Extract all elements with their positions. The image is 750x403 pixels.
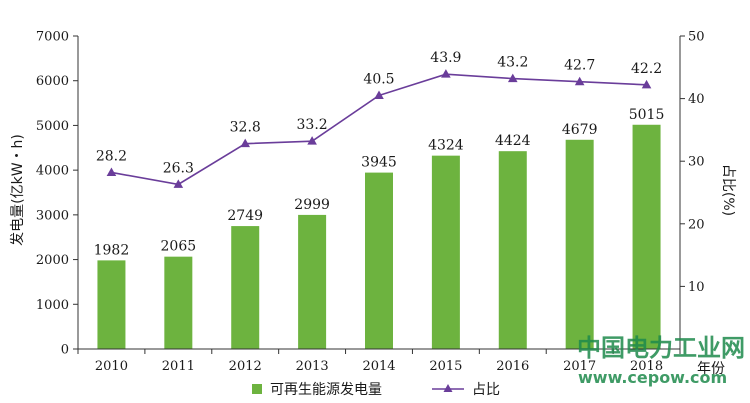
bar-series — [97, 124, 661, 349]
left-tick-label: 7000 — [36, 30, 69, 45]
bar — [231, 226, 260, 349]
line-point-marker — [641, 79, 652, 89]
watermark-url: www.cepow.com — [578, 368, 727, 387]
bar — [565, 139, 594, 349]
line-value-label: 42.7 — [564, 58, 595, 74]
line-series — [106, 69, 652, 188]
line-value-label: 26.3 — [163, 160, 194, 176]
line-value-label: 43.9 — [430, 50, 461, 66]
right-tick-label: 20 — [688, 217, 705, 232]
bar — [632, 124, 661, 349]
bar — [298, 214, 327, 349]
right-tick-label: 30 — [688, 155, 705, 170]
x-tick-label: 2017 — [563, 359, 596, 374]
line-point-marker — [173, 179, 184, 188]
line-point-marker — [441, 69, 451, 78]
line-point-marker — [307, 136, 317, 145]
bar-value-label: 4679 — [562, 122, 598, 138]
x-tick-label: 2018 — [630, 359, 663, 374]
left-axis-ticks: 0 1000 2000 3000 4000 5000 6000 7000 — [36, 30, 78, 358]
line-value-label: 40.5 — [363, 71, 394, 87]
right-tick-label: 50 — [688, 30, 705, 45]
bar-value-label: 5015 — [629, 107, 665, 123]
x-tick-label: 2016 — [496, 359, 529, 374]
left-tick-label: 0 — [61, 343, 69, 358]
x-tick-label: 2010 — [95, 359, 128, 374]
bar-value-label: 3945 — [361, 155, 397, 171]
left-tick-label: 4000 — [36, 164, 69, 179]
line-value-label: 43.2 — [497, 55, 528, 71]
line-value-label: 33.2 — [297, 117, 328, 133]
bar — [498, 151, 527, 349]
x-axis-ticks: 2010 2011 2012 2013 2014 2015 2016 2017 2018 — [77, 349, 681, 374]
left-tick-label: 2000 — [36, 253, 69, 268]
left-tick-label: 6000 — [36, 74, 69, 89]
bar-value-label: 4324 — [428, 138, 464, 154]
bar-value-label: 2749 — [227, 208, 263, 224]
x-tick-label: 2011 — [162, 359, 195, 374]
watermark-cn: 中国电力工业网 — [577, 334, 745, 362]
x-tick-label: 2012 — [229, 359, 262, 374]
axes — [77, 36, 681, 350]
bar — [97, 260, 126, 349]
legend-label-line: 占比 — [472, 382, 500, 398]
x-tick-label: 2013 — [296, 359, 329, 374]
line-value-label: 28.2 — [96, 148, 127, 164]
right-axis-ticks: 10 20 30 40 50 — [680, 30, 705, 295]
line-value-label: 42.2 — [631, 61, 662, 77]
x-tick-label: 2014 — [362, 359, 395, 374]
bar-value-label: 2999 — [294, 197, 330, 213]
bar — [431, 155, 460, 349]
left-axis-title: 发电量(亿kW・h) — [10, 134, 26, 246]
left-tick-label: 1000 — [36, 298, 69, 313]
bar-value-label: 1982 — [94, 242, 130, 258]
legend-label-bar: 可再生能源发电量 — [270, 382, 382, 398]
x-axis-title: 年份 — [697, 361, 725, 377]
right-axis-title: 占比(%) — [720, 164, 736, 216]
left-tick-label: 5000 — [36, 119, 69, 134]
bar — [365, 172, 393, 349]
line-point-marker — [574, 76, 585, 86]
bar — [164, 256, 193, 349]
bar-value-label: 4424 — [495, 133, 531, 149]
right-tick-label: 40 — [688, 92, 705, 107]
legend: 可再生能源发电量 占比 — [252, 382, 500, 398]
line-point-marker — [374, 90, 384, 99]
line-point-marker — [106, 167, 117, 176]
bar-data-labels: 1982 2065 2749 2999 3945 4324 4424 4679 5015 — [94, 107, 665, 259]
legend-marker-triangle — [443, 384, 453, 392]
line-point-marker — [507, 73, 518, 83]
right-tick-label: 10 — [688, 280, 705, 295]
bar-value-label: 2065 — [161, 239, 197, 255]
line-value-label: 32.8 — [230, 120, 261, 136]
left-tick-label: 3000 — [36, 208, 69, 223]
line-data-labels: 28.2 26.3 32.8 33.2 40.5 43.9 43.2 42.7 42.2 — [96, 50, 662, 176]
legend-swatch-bar — [252, 384, 262, 394]
x-tick-label: 2015 — [429, 359, 462, 374]
line-point-marker — [240, 138, 251, 148]
